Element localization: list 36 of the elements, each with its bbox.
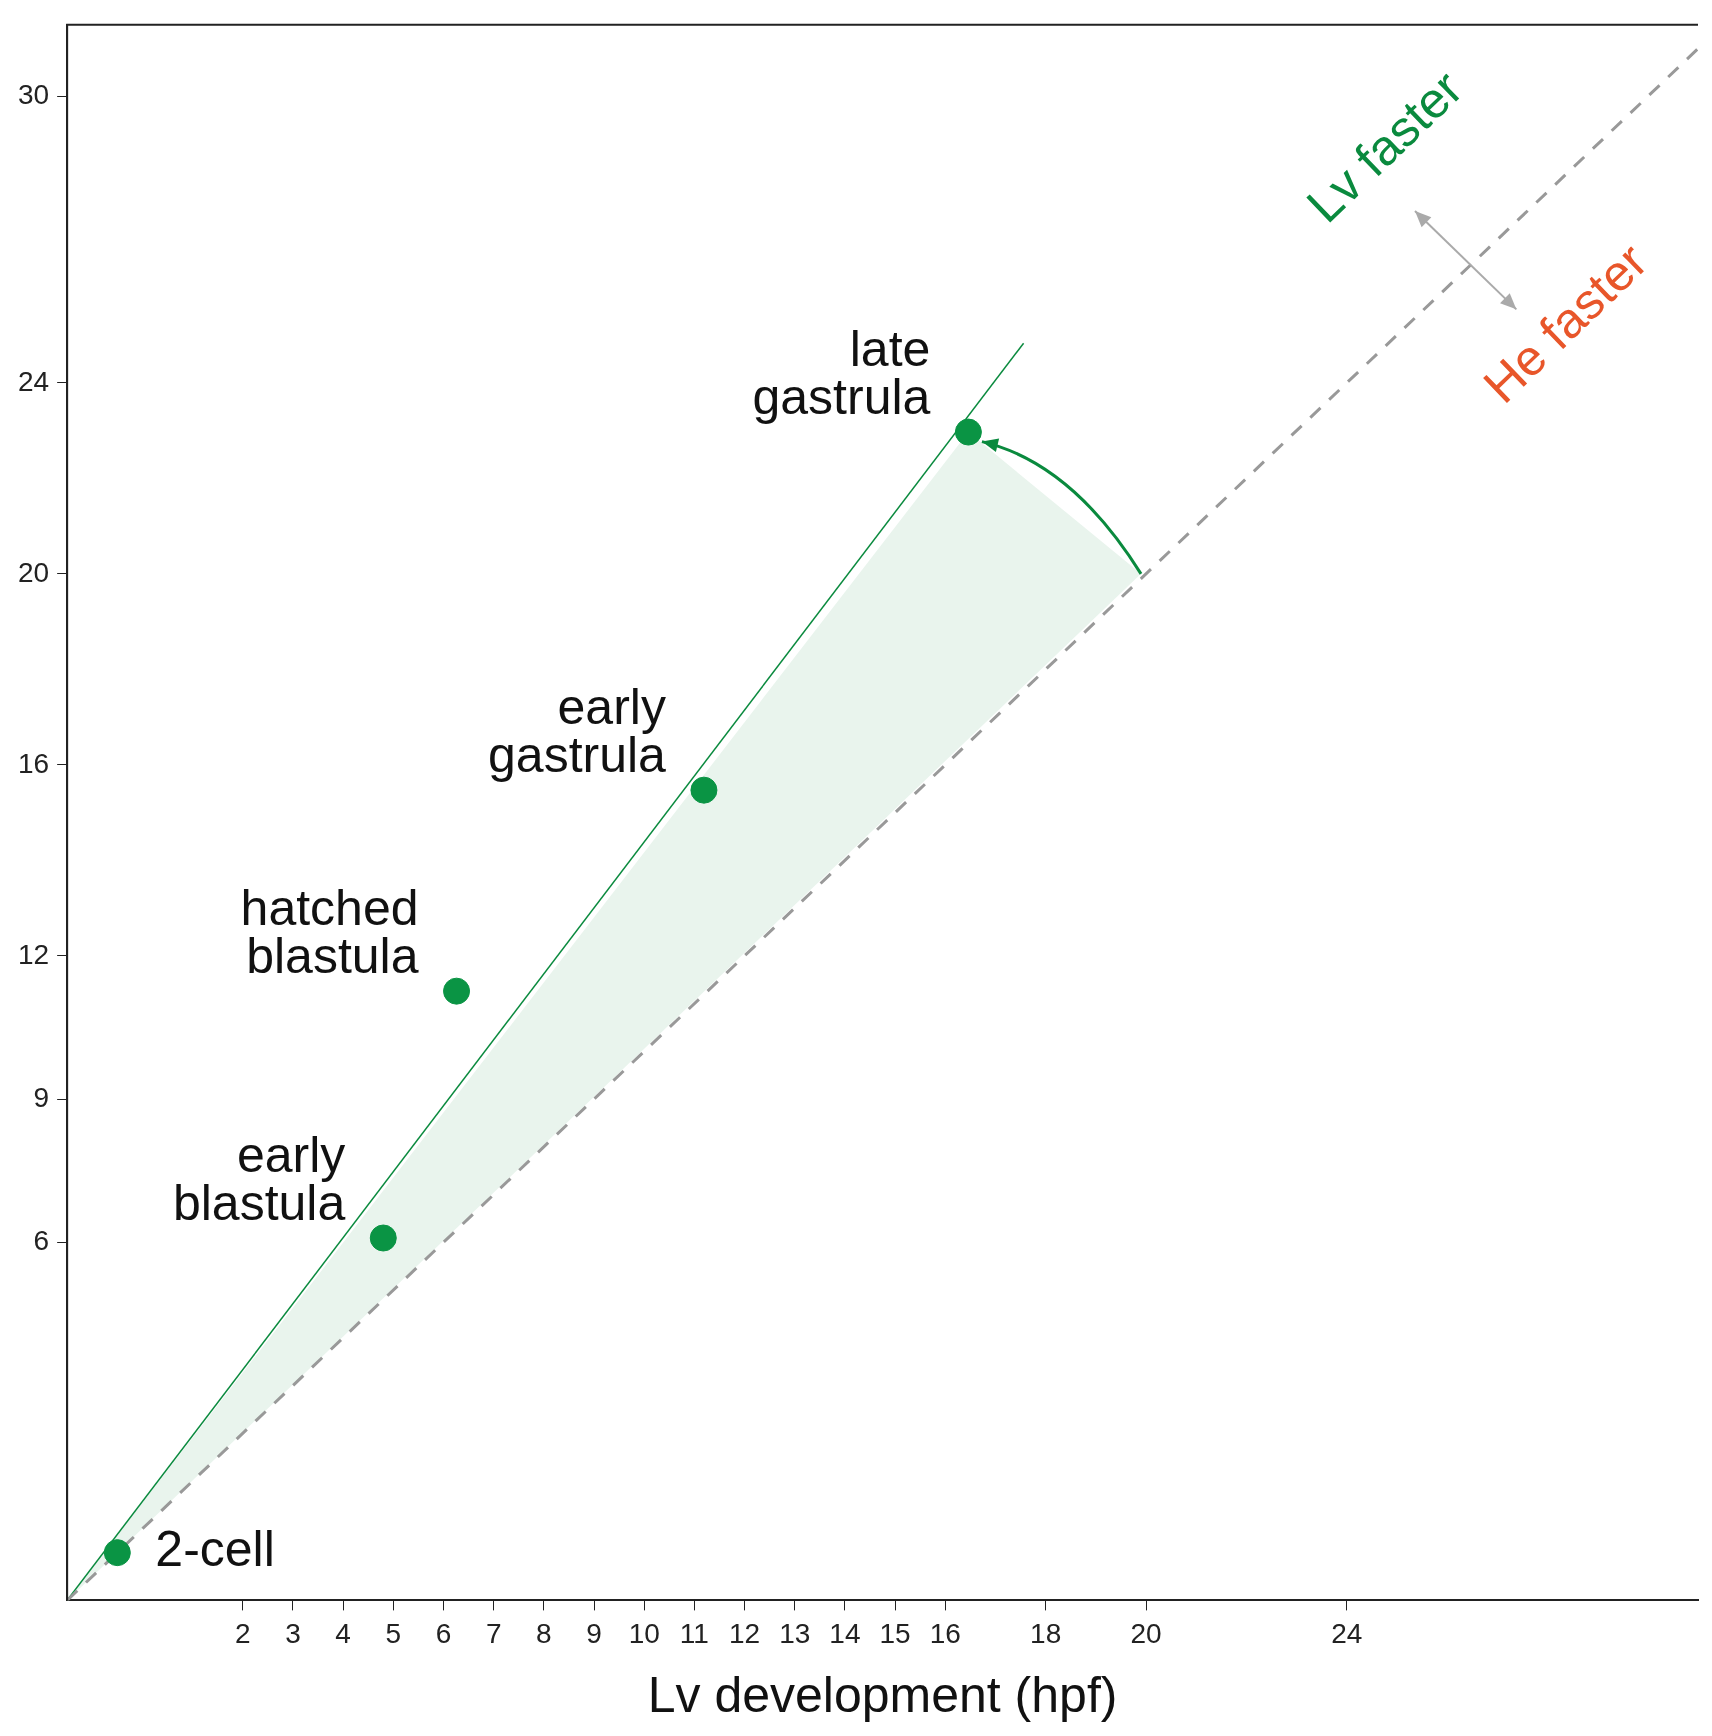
x-tick-label: 20 [1130,1617,1162,1649]
point [690,776,718,804]
x-tick-label: 14 [829,1617,861,1649]
x-tick-label: 5 [385,1617,402,1649]
x-axis-title: Lv development (hpf) [647,1666,1118,1723]
annotation: early blastula [172,1127,346,1232]
x-tick-label: 16 [929,1617,961,1649]
y-tick-label: 30 [17,79,50,111]
x-tick-label: 6 [435,1617,452,1649]
annotation: late gastrula [752,321,931,426]
x-tick-label: 8 [536,1617,552,1649]
x-tick-label: 4 [335,1617,351,1649]
y-tick-label: 6 [33,1225,50,1257]
point [103,1539,131,1567]
point [443,977,471,1005]
x-tick-label: 7 [485,1617,502,1649]
y-tick-label: 20 [17,556,50,588]
point [369,1224,397,1252]
x-tick-label: 3 [285,1617,301,1649]
x-tick-label: 24 [1331,1617,1363,1649]
x-tick-label: 18 [1030,1617,1062,1649]
y-tick-label: 16 [17,747,50,779]
annotation: 2-cell [155,1521,275,1578]
x-tick-label: 12 [729,1617,761,1649]
y-tick-label: 9 [33,1081,50,1113]
x-tick-label: 11 [679,1617,709,1649]
x-tick-label: 9 [586,1617,602,1649]
x-tick-label: 2 [234,1617,251,1649]
x-tick-label: 15 [879,1617,911,1649]
y-tick-label: 24 [17,365,50,397]
annotation: early gastrula [488,679,667,784]
point [954,418,982,446]
x-tick-label: 10 [628,1617,660,1649]
y-tick-label: 12 [17,938,50,970]
x-tick-label: 13 [779,1617,811,1649]
annotation: hatched blastula [240,880,419,985]
